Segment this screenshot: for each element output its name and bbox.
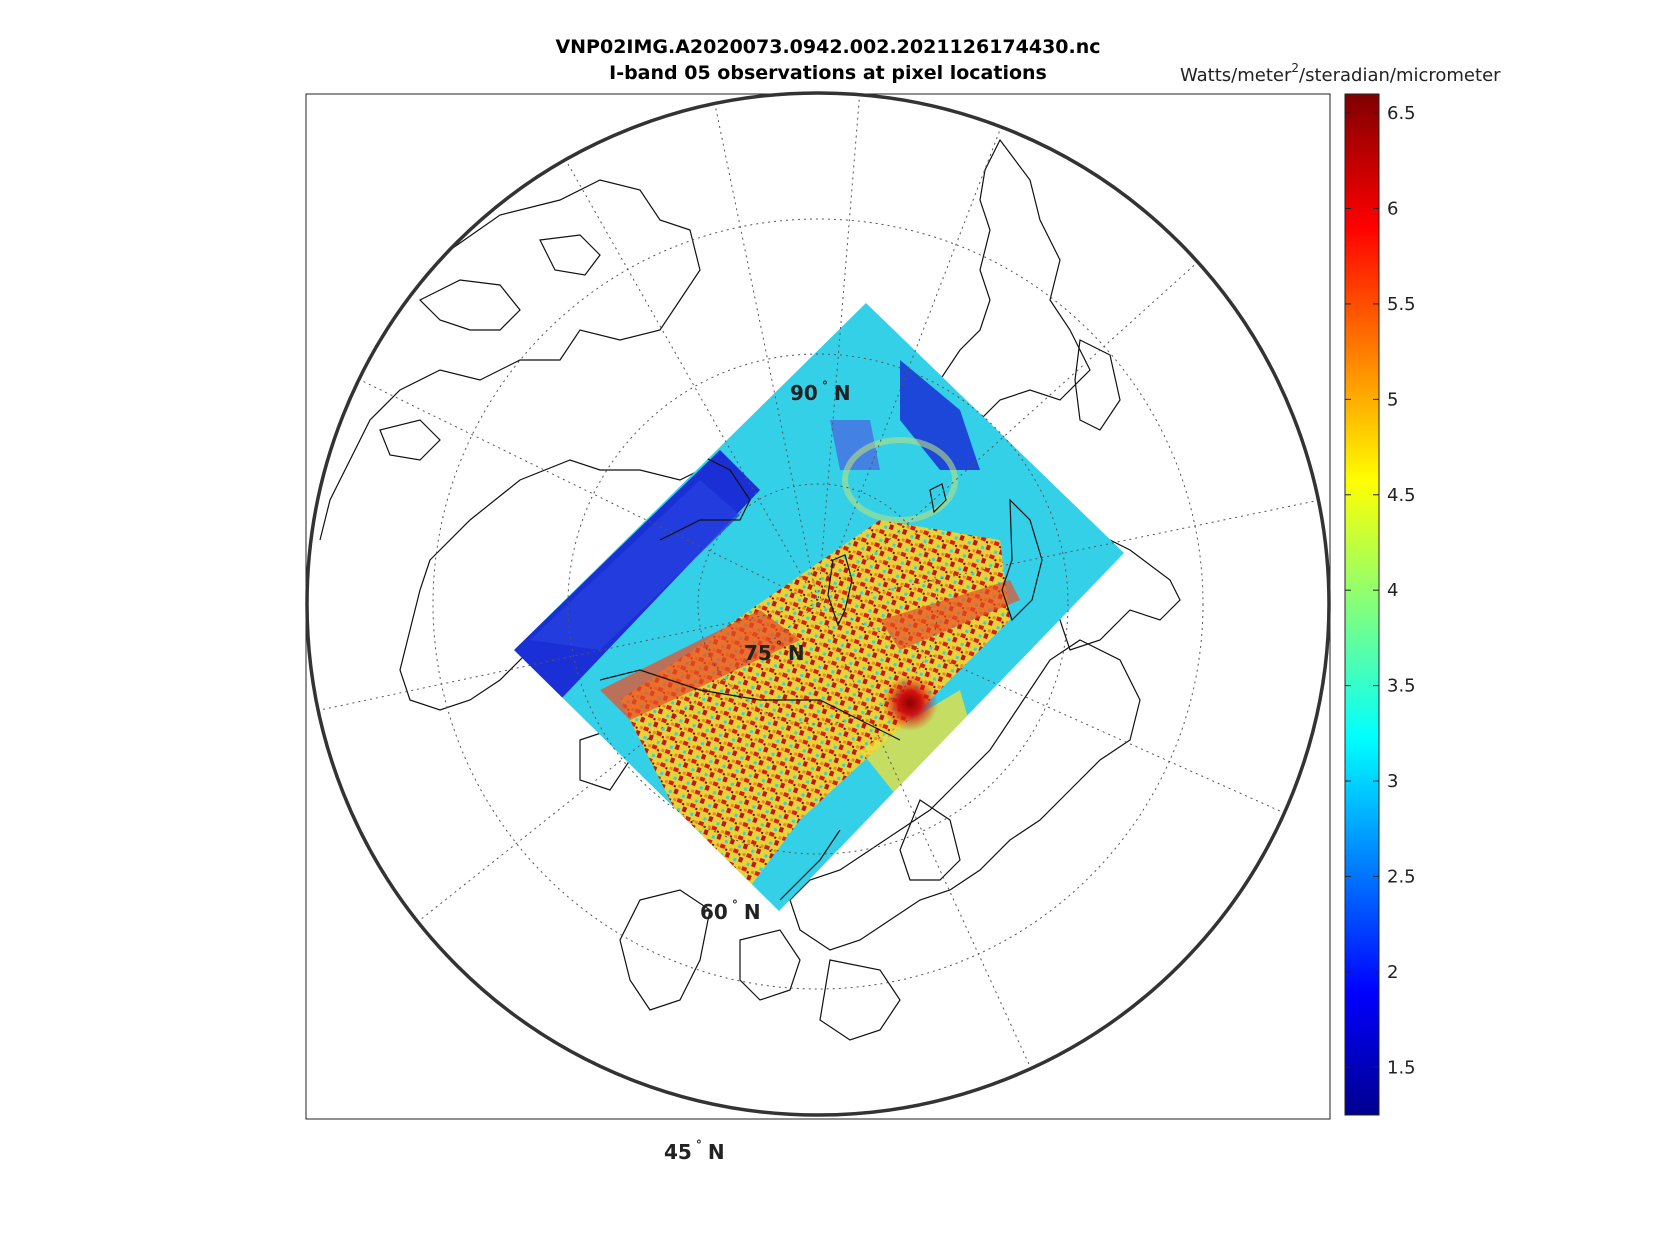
colorbar-tick-label: 3: [1387, 771, 1398, 792]
colorbar-tick-label: 5.5: [1387, 294, 1416, 315]
colorbar: [1344, 93, 1380, 1116]
lat-label-90: 90 ° N: [790, 379, 851, 405]
colorbar-ticks: 1.5 2 2.5 3 3.5 4 4.5 5 5.5 6 6.5: [1345, 103, 1416, 1078]
colorbar-tick-label: 4: [1387, 580, 1398, 601]
coastlines: [319, 138, 1181, 1041]
colorbar-tick-label: 6.5: [1387, 103, 1416, 124]
colorbar-tick-label: 2.5: [1387, 866, 1416, 887]
colorbar-tick-label: 4.5: [1387, 485, 1416, 506]
figure-subtitle: I-band 05 observations at pixel location…: [609, 62, 1047, 84]
graticule: [319, 93, 1321, 1111]
colorbar-tick-label: 2: [1387, 962, 1398, 983]
colorbar-tick-label: 3.5: [1387, 676, 1416, 697]
lat-label-45: 45 ° N: [664, 1138, 725, 1164]
colorbar-tick-label: 1.5: [1387, 1057, 1416, 1078]
map-boundary: [305, 91, 1331, 1117]
colorbar-tick-label: 5: [1387, 389, 1398, 410]
lat-label-60: 60 ° N: [700, 898, 761, 924]
colorbar-units: Watts/meter2/steradian/micrometer: [1180, 61, 1501, 86]
figure-title: VNP02IMG.A2020073.0942.002.2021126174430…: [555, 36, 1101, 58]
lat-label-75: 75 ° N: [744, 639, 805, 665]
colorbar-tick-label: 6: [1387, 199, 1398, 220]
